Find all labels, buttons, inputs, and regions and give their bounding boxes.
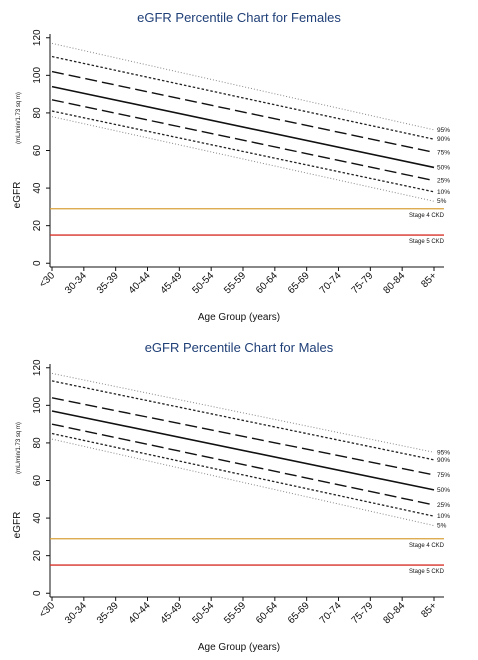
y-tick-label: 80 xyxy=(32,437,43,449)
series-label: 50% xyxy=(437,487,450,494)
x-tick-label: 45-49 xyxy=(159,270,185,296)
series-label: 5% xyxy=(437,523,447,530)
series-line xyxy=(51,410,435,491)
y-tick-label: 40 xyxy=(32,512,43,524)
x-tick-label: 30-34 xyxy=(63,270,89,296)
y-tick-label: 20 xyxy=(32,550,43,562)
x-tick-label: 75-79 xyxy=(350,600,376,626)
series-label: 10% xyxy=(437,513,450,520)
series-label: 90% xyxy=(437,457,450,464)
reference-line-label: Stage 4 CKD xyxy=(409,543,445,549)
x-tick-label: 70-74 xyxy=(318,270,344,296)
x-tick-label: <30 xyxy=(37,270,57,290)
y-axis-label: eGFR xyxy=(12,512,23,539)
x-tick-label: 70-74 xyxy=(318,600,344,626)
series-line xyxy=(51,423,435,506)
x-tick-label: 85+ xyxy=(419,600,439,620)
female-chart-panel: eGFR Percentile Chart for Females 0 20 40 60… xyxy=(12,10,450,323)
y-axis-unit-label: (mL/min/1.73 sq m) xyxy=(16,92,22,144)
x-tick-label: 35-39 xyxy=(95,600,121,626)
x-tick-label: <30 xyxy=(37,600,57,620)
series-line xyxy=(51,397,435,476)
series-line xyxy=(51,42,435,131)
series-label: 75% xyxy=(437,472,450,479)
series-label: 95% xyxy=(437,127,450,134)
female-egfr-chart: eGFR Percentile Chart for Females 0 20 40 60… xyxy=(12,10,450,323)
x-tick-label: 65-69 xyxy=(286,270,312,296)
series-line xyxy=(51,70,435,154)
x-tick-label: 80-84 xyxy=(381,270,407,296)
series-label: 25% xyxy=(437,502,450,509)
male-egfr-chart: eGFR Percentile Chart for Males 0 20 40 60 80… xyxy=(12,340,450,653)
reference-line-label: Stage 4 CKD xyxy=(409,213,445,219)
chart-title: eGFR Percentile Chart for Males xyxy=(145,340,334,355)
y-tick-label: 0 xyxy=(32,260,43,266)
series-line xyxy=(51,99,435,182)
x-tick-label: 85+ xyxy=(419,270,439,290)
y-tick-label: 60 xyxy=(32,145,43,157)
x-tick-label: 55-59 xyxy=(222,600,248,626)
x-tick-label: 40-44 xyxy=(127,600,153,626)
x-tick-label: 60-64 xyxy=(254,600,280,626)
series-line xyxy=(51,110,435,193)
x-tick-label: 65-69 xyxy=(286,600,312,626)
y-tick-label: 60 xyxy=(32,475,43,487)
y-tick-label: 80 xyxy=(32,107,43,119)
y-tick-label: 120 xyxy=(32,29,43,46)
series-label: 10% xyxy=(437,189,450,196)
x-axis-label: Age Group (years) xyxy=(198,312,280,323)
x-tick-label: 40-44 xyxy=(127,270,153,296)
series-label: 95% xyxy=(437,449,450,456)
x-tick-label: 50-54 xyxy=(190,600,216,626)
y-tick-label: 0 xyxy=(32,590,43,596)
series-line xyxy=(51,438,435,527)
series-line xyxy=(51,380,435,461)
x-axis-label: Age Group (years) xyxy=(198,642,280,653)
series-line xyxy=(51,372,435,453)
reference-line-label: Stage 5 CKD xyxy=(409,239,445,245)
series-label: 50% xyxy=(437,164,450,171)
series-line xyxy=(51,116,435,202)
x-tick-label: 50-54 xyxy=(190,270,216,296)
x-tick-label: 80-84 xyxy=(381,600,407,626)
series-label: 90% xyxy=(437,136,450,143)
series-label: 5% xyxy=(437,198,447,205)
y-tick-label: 100 xyxy=(32,397,43,414)
x-tick-label: 75-79 xyxy=(350,270,376,296)
reference-line-label: Stage 5 CKD xyxy=(409,569,445,575)
y-tick-label: 20 xyxy=(32,220,43,232)
x-tick-label: 30-34 xyxy=(63,600,89,626)
x-tick-label: 45-49 xyxy=(159,600,185,626)
series-line xyxy=(51,432,435,517)
y-tick-label: 100 xyxy=(32,67,43,84)
series-label: 75% xyxy=(437,149,450,156)
y-axis-unit-label: (mL/min/1.73 sq m) xyxy=(16,422,22,474)
y-tick-label: 120 xyxy=(32,359,43,376)
y-tick-label: 40 xyxy=(32,182,43,194)
series-label: 25% xyxy=(437,178,450,185)
x-tick-label: 35-39 xyxy=(95,270,121,296)
chart-title: eGFR Percentile Chart for Females xyxy=(137,10,341,25)
y-axis-label: eGFR xyxy=(12,182,23,209)
series-line xyxy=(51,55,435,140)
male-chart-panel: eGFR Percentile Chart for Males 0 20 40 60 80… xyxy=(0,330,478,660)
x-tick-label: 55-59 xyxy=(222,270,248,296)
series-line xyxy=(51,85,435,169)
x-tick-label: 60-64 xyxy=(254,270,280,296)
